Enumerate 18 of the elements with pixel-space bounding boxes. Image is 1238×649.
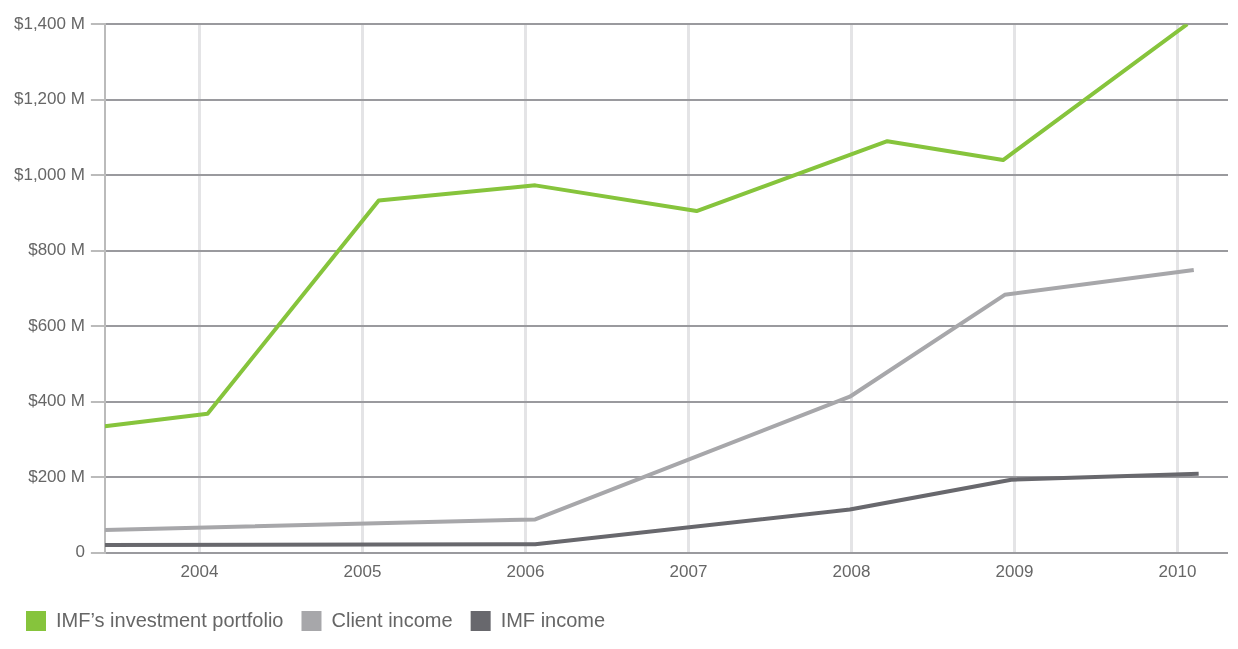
x-tick-label: 2008 (832, 562, 871, 582)
y-tick-label: $1,200 M (13, 89, 85, 109)
legend-label: Client income (331, 608, 453, 631)
y-tick-label: $600 M (28, 315, 85, 335)
y-tick-label: 0 (75, 542, 85, 562)
x-tick-label: 2006 (506, 562, 545, 582)
x-tick-label: 2007 (669, 562, 708, 582)
legend-label: IMF income (500, 608, 606, 631)
x-tick-label: 2004 (180, 562, 219, 582)
y-tick-label: $1,400 M (13, 13, 85, 33)
x-tick-label: 2009 (995, 562, 1034, 582)
legend-label: IMF’s investment portfolio (56, 608, 284, 631)
y-tick-label: $200 M (28, 466, 85, 486)
y-tick-label: $1,000 M (13, 164, 85, 184)
y-tick-label: $800 M (28, 240, 85, 260)
x-tick-label: 2005 (343, 562, 382, 582)
y-tick-label: $400 M (28, 391, 85, 411)
x-tick-label: 2010 (1158, 562, 1197, 582)
